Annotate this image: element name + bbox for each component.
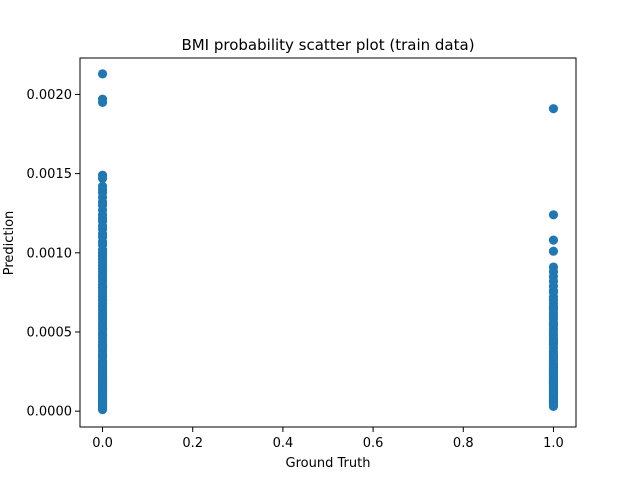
x-tick-label: 0.4 [273, 436, 294, 451]
data-point [548, 235, 559, 245]
data-point [97, 351, 108, 361]
data-point [97, 370, 108, 380]
data-point [548, 210, 559, 220]
data-point [548, 287, 559, 297]
data-point [548, 104, 559, 114]
data-point [548, 354, 559, 364]
y-axis-ticks: 0.0000 0.0005 0.0010 0.0015 0.0020 [27, 88, 80, 420]
y-tick-label: 0.0005 [27, 325, 73, 340]
data-point [97, 341, 108, 351]
x-axis-ticks: 0.0 0.2 0.4 0.6 0.8 1.0 [92, 427, 564, 451]
data-point [97, 97, 108, 107]
y-axis-label: Prediction [2, 211, 17, 276]
data-point [97, 363, 108, 373]
y-tick-label: 0.0010 [27, 246, 73, 261]
x-tick-label: 0.0 [92, 436, 113, 451]
x-tick-label: 0.8 [453, 436, 474, 451]
x-tick-label: 0.6 [363, 436, 384, 451]
data-point [548, 387, 559, 397]
y-tick-label: 0.0020 [27, 88, 73, 103]
data-point [548, 319, 559, 329]
y-tick-label: 0.0000 [27, 405, 73, 420]
data-point [548, 378, 559, 388]
x-tick-label: 1.0 [543, 436, 564, 451]
data-point [97, 357, 108, 367]
data-point [548, 246, 559, 256]
data-point [548, 368, 559, 378]
data-point [548, 303, 559, 313]
x-axis-label: Ground Truth [286, 456, 371, 471]
x-tick-label: 0.2 [182, 436, 203, 451]
data-point [548, 401, 559, 412]
data-point [548, 338, 559, 348]
y-tick-label: 0.0015 [27, 167, 73, 182]
data-point [97, 69, 108, 79]
chart-title: BMI probability scatter plot (train data… [181, 36, 474, 54]
data-points [97, 69, 559, 415]
plot-frame [79, 57, 577, 428]
data-point [97, 173, 108, 183]
